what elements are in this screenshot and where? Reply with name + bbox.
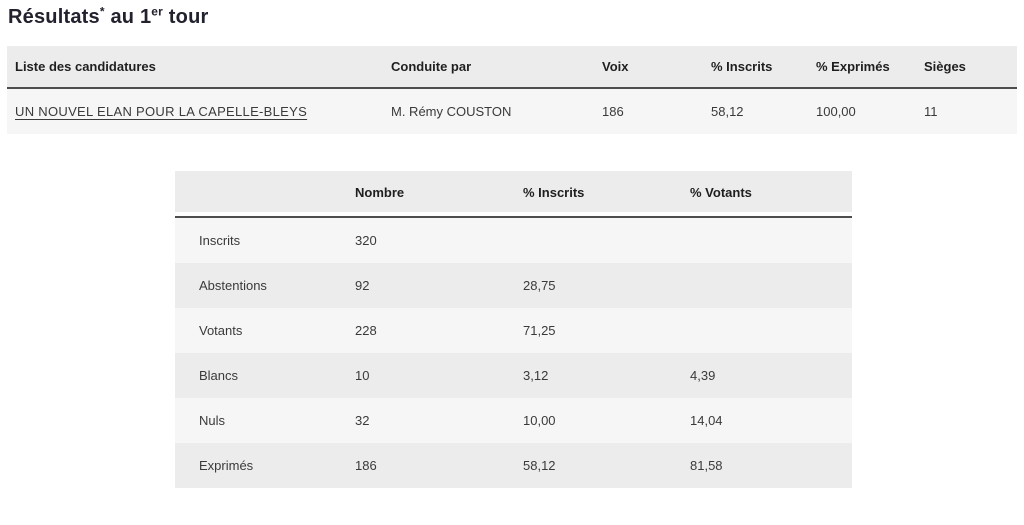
cell-sieges: 11 bbox=[924, 88, 1017, 134]
cell-pct-exprimes: 100,00 bbox=[816, 88, 924, 134]
title-text-main: Résultats bbox=[8, 6, 100, 28]
cell-nombre: 92 bbox=[355, 263, 523, 308]
table-row-blancs: Blancs 10 3,12 4,39 bbox=[175, 353, 852, 398]
row-label: Blancs bbox=[175, 353, 355, 398]
cell-pct-votants bbox=[690, 263, 852, 308]
col-header-empty bbox=[175, 171, 355, 218]
col-header-nombre: Nombre bbox=[355, 171, 523, 218]
results-table-header-row: Liste des candidatures Conduite par Voix… bbox=[7, 46, 1017, 89]
cell-nombre: 228 bbox=[355, 308, 523, 353]
col-header-pct-exprimes: % Exprimés bbox=[816, 46, 924, 89]
title-text-end: tour bbox=[163, 6, 209, 28]
cell-pct-inscrits: 28,75 bbox=[523, 263, 690, 308]
cell-voix: 186 bbox=[602, 88, 711, 134]
cell-pct-inscrits bbox=[523, 217, 690, 263]
col-header-conduite-par: Conduite par bbox=[391, 46, 602, 89]
page-title: Résultats* au 1er tour bbox=[8, 4, 1024, 29]
row-label: Inscrits bbox=[175, 217, 355, 263]
cell-pct-inscrits: 58,12 bbox=[711, 88, 816, 134]
cell-pct-votants: 4,39 bbox=[690, 353, 852, 398]
cell-pct-votants: 81,58 bbox=[690, 443, 852, 488]
table-row-exprimes: Exprimés 186 58,12 81,58 bbox=[175, 443, 852, 488]
table-row-abstentions: Abstentions 92 28,75 bbox=[175, 263, 852, 308]
results-table: Liste des candidatures Conduite par Voix… bbox=[7, 46, 1017, 134]
row-label: Nuls bbox=[175, 398, 355, 443]
col-header-liste-des-candidatures: Liste des candidatures bbox=[7, 46, 391, 89]
participation-table: Nombre % Inscrits % Votants Inscrits 320… bbox=[175, 171, 852, 488]
candidature-list-link[interactable]: UN NOUVEL ELAN POUR LA CAPELLE-BLEYS bbox=[15, 104, 308, 119]
title-text-mid: au 1 bbox=[104, 6, 152, 28]
cell-pct-inscrits: 3,12 bbox=[523, 353, 690, 398]
cell-pct-votants bbox=[690, 217, 852, 263]
cell-nombre: 10 bbox=[355, 353, 523, 398]
col-header-pct-votants: % Votants bbox=[690, 171, 852, 218]
cell-nombre: 32 bbox=[355, 398, 523, 443]
participation-table-header-row: Nombre % Inscrits % Votants bbox=[175, 171, 852, 218]
cell-liste: UN NOUVEL ELAN POUR LA CAPELLE-BLEYS bbox=[7, 88, 391, 134]
cell-pct-inscrits: 10,00 bbox=[523, 398, 690, 443]
table-row-votants: Votants 228 71,25 bbox=[175, 308, 852, 353]
row-label: Abstentions bbox=[175, 263, 355, 308]
cell-conduite-par: M. Rémy COUSTON bbox=[391, 88, 602, 134]
cell-pct-inscrits: 71,25 bbox=[523, 308, 690, 353]
col-header-voix: Voix bbox=[602, 46, 711, 89]
cell-nombre: 320 bbox=[355, 217, 523, 263]
results-page: Résultats* au 1er tour Liste des candida… bbox=[0, 4, 1024, 525]
col-header-pct-inscrits: % Inscrits bbox=[711, 46, 816, 89]
row-label: Votants bbox=[175, 308, 355, 353]
results-table-row: UN NOUVEL ELAN POUR LA CAPELLE-BLEYS M. … bbox=[7, 88, 1017, 134]
cell-pct-inscrits: 58,12 bbox=[523, 443, 690, 488]
table-row-nuls: Nuls 32 10,00 14,04 bbox=[175, 398, 852, 443]
cell-nombre: 186 bbox=[355, 443, 523, 488]
cell-pct-votants: 14,04 bbox=[690, 398, 852, 443]
row-label: Exprimés bbox=[175, 443, 355, 488]
table-row-inscrits: Inscrits 320 bbox=[175, 217, 852, 263]
col-header-pct-inscrits: % Inscrits bbox=[523, 171, 690, 218]
cell-pct-votants bbox=[690, 308, 852, 353]
title-asterisk: * bbox=[99, 4, 105, 19]
title-ordinal-superscript: er bbox=[151, 4, 164, 19]
col-header-sieges: Sièges bbox=[924, 46, 1017, 89]
